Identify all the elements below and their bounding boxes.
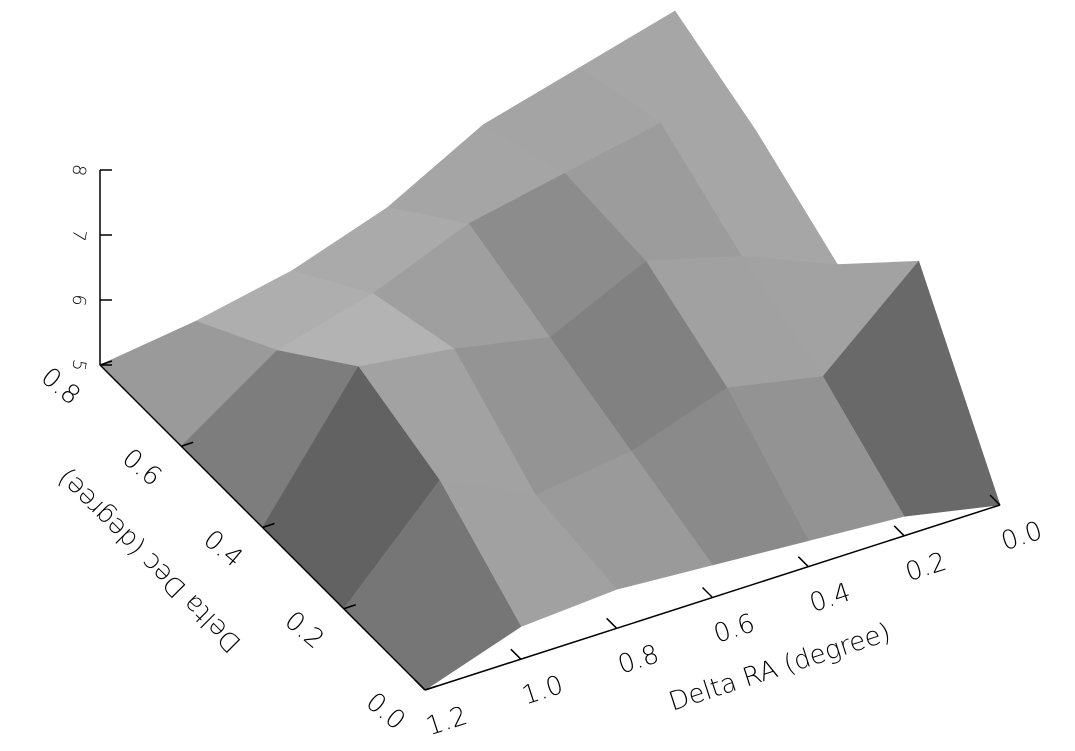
x-tick-label: 1.2 — [423, 701, 472, 742]
x-tick-label: 0.4 — [806, 578, 855, 619]
y-tick — [343, 604, 356, 610]
x-tick — [414, 679, 426, 691]
x-axis-title: Delta RA (degree) — [665, 618, 894, 718]
y-tick — [424, 685, 438, 691]
z-tick-label: 6 — [67, 293, 90, 308]
x-tick — [701, 586, 714, 599]
z-tick-label: 5 — [67, 358, 90, 373]
x-tick — [989, 494, 1001, 506]
x-tick-label: 1.0 — [518, 670, 567, 711]
x-tick-label: 0.2 — [902, 547, 951, 588]
x-tick — [797, 556, 809, 568]
y-tick — [262, 522, 275, 529]
y-tick — [181, 441, 194, 447]
z-tick-label: 7 — [67, 228, 90, 243]
y-tick-label: 0.2 — [279, 606, 330, 656]
y-tick-label: 0.6 — [116, 443, 167, 493]
x-tick-label: 0.8 — [614, 639, 663, 680]
surface — [99, 10, 1001, 691]
x-tick — [606, 617, 618, 629]
y-tick-label: 0.0 — [360, 687, 411, 737]
z-tick-label: 8 — [67, 163, 90, 178]
y-tick-label: 0.4 — [197, 524, 248, 574]
x-tick — [510, 648, 522, 660]
x-tick — [893, 525, 905, 537]
x-tick-label: 0.6 — [710, 608, 759, 649]
x-tick-label: 0.0 — [998, 516, 1047, 557]
